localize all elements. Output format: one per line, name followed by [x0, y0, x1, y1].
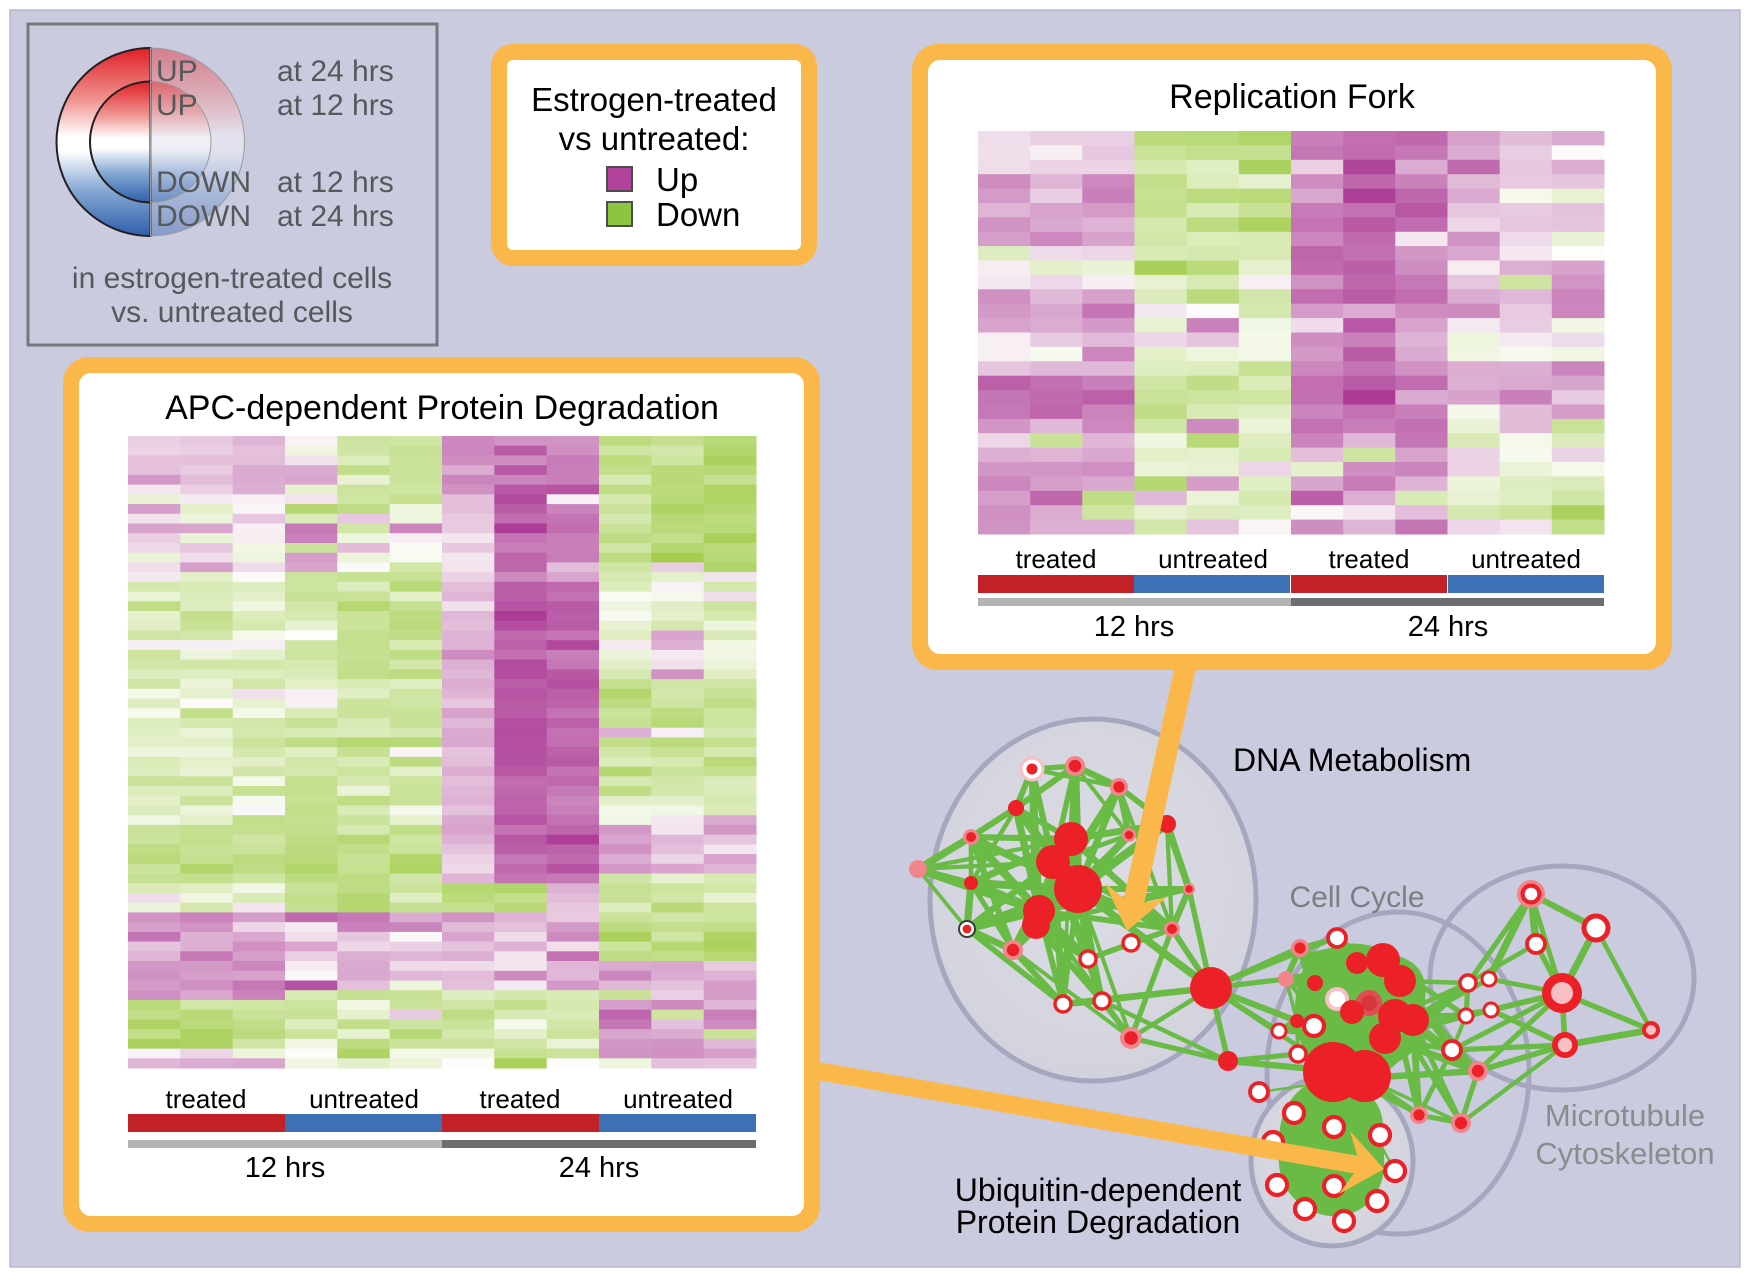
svg-text:vs untreated:: vs untreated: — [559, 120, 750, 157]
svg-text:vs. untreated cells: vs. untreated cells — [111, 296, 353, 329]
svg-text:Down: Down — [656, 196, 740, 233]
svg-text:Cell Cycle: Cell Cycle — [1289, 881, 1424, 914]
svg-text:Replication Fork: Replication Fork — [1169, 78, 1416, 116]
svg-text:24 hrs: 24 hrs — [559, 1152, 640, 1184]
svg-text:DNA Metabolism: DNA Metabolism — [1233, 742, 1471, 778]
svg-text:24 hrs: 24 hrs — [1408, 611, 1489, 643]
svg-text:treated: treated — [480, 1084, 561, 1114]
svg-text:12 hrs: 12 hrs — [1094, 611, 1175, 643]
svg-text:Estrogen-treated: Estrogen-treated — [531, 81, 777, 118]
svg-text:treated: treated — [1016, 544, 1097, 574]
svg-text:12 hrs: 12 hrs — [245, 1152, 326, 1184]
svg-text:at 24 hrs: at 24 hrs — [277, 200, 394, 233]
svg-text:untreated: untreated — [1158, 544, 1268, 574]
svg-text:Ubiquitin-dependent: Ubiquitin-dependent — [955, 1172, 1242, 1208]
svg-text:untreated: untreated — [309, 1084, 419, 1114]
svg-text:Protein Degradation: Protein Degradation — [956, 1204, 1241, 1240]
svg-text:untreated: untreated — [623, 1084, 733, 1114]
svg-text:DOWN: DOWN — [156, 166, 251, 199]
svg-text:Up: Up — [656, 161, 698, 198]
svg-text:APC-dependent Protein Degradat: APC-dependent Protein Degradation — [165, 389, 719, 427]
svg-text:at 24 hrs: at 24 hrs — [277, 55, 394, 88]
svg-text:at 12 hrs: at 12 hrs — [277, 89, 394, 122]
svg-text:UP: UP — [156, 55, 198, 88]
svg-text:treated: treated — [1329, 544, 1410, 574]
svg-text:Cytoskeleton: Cytoskeleton — [1535, 1136, 1714, 1171]
svg-text:Microtubule: Microtubule — [1545, 1098, 1705, 1133]
svg-text:untreated: untreated — [1471, 544, 1581, 574]
svg-text:treated: treated — [166, 1084, 247, 1114]
svg-text:at 12 hrs: at 12 hrs — [277, 166, 394, 199]
svg-text:DOWN: DOWN — [156, 200, 251, 233]
svg-text:in estrogen-treated cells: in estrogen-treated cells — [72, 262, 392, 295]
svg-text:UP: UP — [156, 89, 198, 122]
